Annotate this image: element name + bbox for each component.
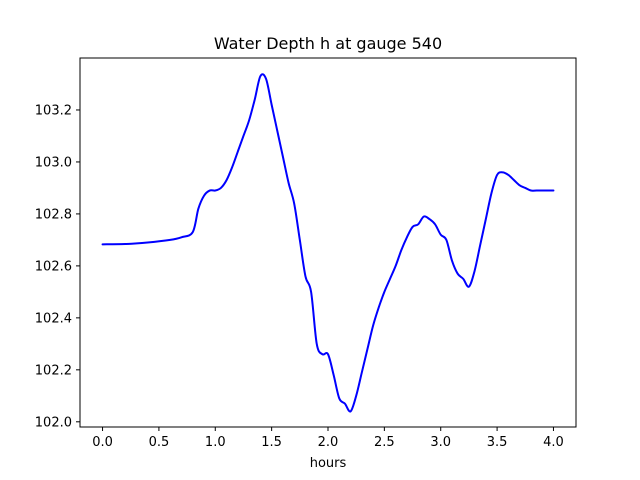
y-tick-label: 103.0 <box>35 155 72 170</box>
series-line <box>101 73 555 413</box>
chart-title: Water Depth h at gauge 540 <box>214 34 442 53</box>
x-tick-label: 3.5 <box>487 435 508 450</box>
x-tick-label: 1.5 <box>261 435 282 450</box>
y-tick-label: 102.4 <box>35 311 72 326</box>
axes-frame <box>79 57 577 428</box>
y-tick-label: 102.0 <box>35 415 72 430</box>
x-axis-label: hours <box>310 456 347 471</box>
y-axis: 102.0 102.2 102.4 102.6 102.8 103.0 103.2 <box>35 103 80 430</box>
x-tick-label: 4.0 <box>543 435 564 450</box>
y-tick-label: 102.2 <box>35 363 72 378</box>
y-tick-label: 103.2 <box>35 103 72 118</box>
x-tick-label: 0.5 <box>149 435 170 450</box>
x-tick-label: 2.0 <box>318 435 339 450</box>
x-tick-label: 3.0 <box>430 435 451 450</box>
x-axis: 0.0 0.5 1.0 1.5 2.0 2.5 3.0 3.5 4.0 <box>92 427 564 450</box>
x-tick-label: 1.0 <box>205 435 226 450</box>
x-tick-label: 2.5 <box>374 435 395 450</box>
y-tick-label: 102.6 <box>35 259 72 274</box>
plot-area: 0.0 0.5 1.0 1.5 2.0 2.5 3.0 3.5 4.0 102.0102.210… <box>35 57 577 450</box>
y-tick-label: 102.8 <box>35 207 72 222</box>
x-tick-label: 0.0 <box>92 435 113 450</box>
